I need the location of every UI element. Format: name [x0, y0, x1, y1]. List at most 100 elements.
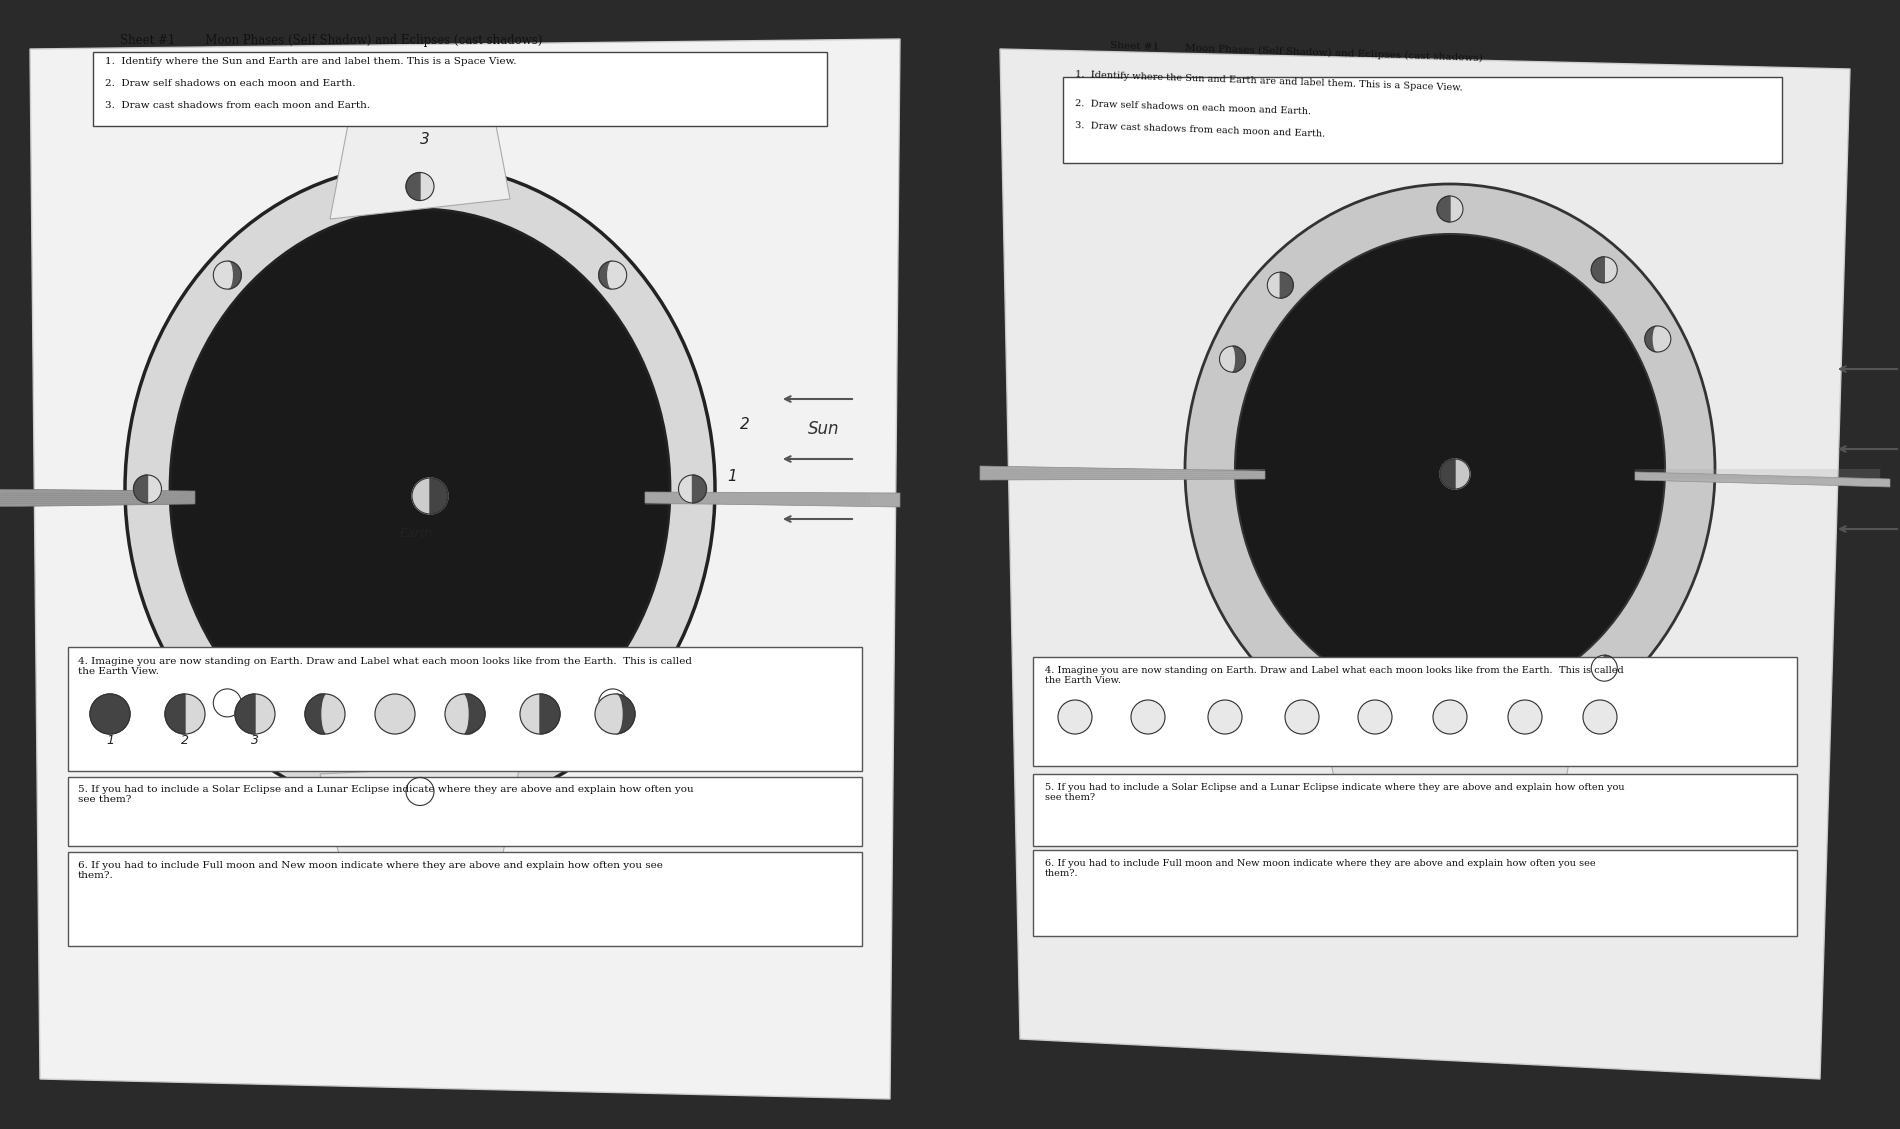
Wedge shape [1440, 460, 1455, 489]
Circle shape [412, 478, 448, 514]
FancyBboxPatch shape [93, 52, 826, 126]
Text: 3: 3 [251, 734, 258, 747]
Ellipse shape [1653, 326, 1662, 352]
Ellipse shape [456, 694, 467, 734]
Wedge shape [612, 689, 627, 717]
Circle shape [213, 261, 241, 289]
FancyBboxPatch shape [1034, 850, 1797, 936]
Circle shape [1267, 272, 1294, 298]
Wedge shape [133, 475, 148, 504]
Wedge shape [429, 478, 448, 514]
Text: Sheet #1        Moon Phases (Self Shadow) and Eclipses (cast shadows): Sheet #1 Moon Phases (Self Shadow) and E… [1110, 41, 1482, 63]
Circle shape [1440, 460, 1471, 489]
Wedge shape [1233, 347, 1246, 373]
Ellipse shape [217, 689, 232, 717]
Ellipse shape [226, 689, 234, 717]
FancyBboxPatch shape [68, 647, 863, 771]
Text: 1.  Identify where the Sun and Earth are and label them. This is a Space View.: 1. Identify where the Sun and Earth are … [104, 56, 517, 65]
Circle shape [521, 694, 560, 734]
Circle shape [1583, 700, 1617, 734]
FancyBboxPatch shape [1034, 657, 1797, 765]
Text: 1: 1 [728, 469, 737, 484]
Text: 5. If you had to include a Solar Eclipse and a Lunar Eclipse indicate where they: 5. If you had to include a Solar Eclipse… [78, 785, 694, 804]
Ellipse shape [606, 689, 616, 717]
Wedge shape [306, 694, 325, 734]
Circle shape [89, 694, 129, 734]
Text: 1.  Identify where the Sun and Earth are and label them. This is a Space View.: 1. Identify where the Sun and Earth are … [1075, 70, 1463, 93]
Polygon shape [980, 466, 1265, 480]
Text: 2: 2 [180, 734, 188, 747]
Circle shape [1284, 700, 1319, 734]
Text: 3.  Draw cast shadows from each moon and Earth.: 3. Draw cast shadows from each moon and … [1075, 121, 1326, 139]
Wedge shape [1281, 272, 1294, 298]
Wedge shape [466, 694, 484, 734]
Circle shape [1592, 256, 1617, 283]
Circle shape [407, 778, 433, 805]
Circle shape [407, 173, 433, 201]
Ellipse shape [458, 694, 481, 734]
Wedge shape [540, 694, 560, 734]
Text: 5. If you had to include a Solar Eclipse and a Lunar Eclipse indicate where they: 5. If you had to include a Solar Eclipse… [1045, 784, 1624, 803]
Circle shape [678, 475, 707, 504]
Wedge shape [420, 778, 433, 805]
Polygon shape [999, 49, 1851, 1079]
Ellipse shape [125, 164, 714, 814]
Text: 4. Imagine you are now standing on Earth. Draw and Label what each moon looks li: 4. Imagine you are now standing on Earth… [78, 657, 692, 676]
Text: 4. Imagine you are now standing on Earth. Draw and Label what each moon looks li: 4. Imagine you are now standing on Earth… [1045, 666, 1624, 685]
Circle shape [133, 475, 162, 504]
Wedge shape [165, 694, 184, 734]
Circle shape [236, 694, 276, 734]
Polygon shape [30, 40, 901, 1099]
Wedge shape [1436, 196, 1450, 222]
Ellipse shape [608, 694, 621, 734]
Text: 3: 3 [420, 132, 429, 147]
Text: 2: 2 [739, 417, 750, 432]
FancyBboxPatch shape [1062, 77, 1782, 163]
Wedge shape [228, 261, 241, 289]
Circle shape [445, 694, 484, 734]
Circle shape [1433, 700, 1467, 734]
Polygon shape [1320, 699, 1581, 814]
Wedge shape [598, 261, 612, 289]
Circle shape [213, 689, 241, 717]
Polygon shape [319, 764, 521, 869]
Wedge shape [213, 689, 228, 717]
Text: Sun: Sun [808, 420, 840, 438]
Ellipse shape [1227, 347, 1235, 373]
Ellipse shape [1235, 234, 1664, 704]
Wedge shape [616, 694, 635, 734]
Circle shape [1358, 700, 1393, 734]
Circle shape [1509, 700, 1543, 734]
Ellipse shape [1227, 347, 1243, 373]
Text: 3.  Draw cast shadows from each moon and Earth.: 3. Draw cast shadows from each moon and … [104, 100, 370, 110]
Ellipse shape [321, 694, 334, 734]
Circle shape [598, 261, 627, 289]
Circle shape [374, 694, 414, 734]
Circle shape [165, 694, 205, 734]
Wedge shape [407, 173, 420, 201]
Wedge shape [1645, 326, 1659, 352]
FancyBboxPatch shape [68, 777, 863, 846]
Wedge shape [1604, 655, 1617, 681]
Polygon shape [644, 492, 901, 507]
Text: Earth: Earth [401, 527, 433, 540]
Text: 6. If you had to include Full moon and New moon indicate where they are above an: 6. If you had to include Full moon and N… [1045, 859, 1596, 878]
Circle shape [1208, 700, 1243, 734]
Ellipse shape [169, 209, 671, 769]
Ellipse shape [608, 261, 618, 289]
Circle shape [1220, 347, 1246, 373]
Text: 6. If you had to include Full moon and New moon indicate where they are above an: 6. If you had to include Full moon and N… [78, 861, 663, 881]
Ellipse shape [222, 261, 232, 289]
FancyBboxPatch shape [68, 852, 863, 946]
Circle shape [89, 694, 129, 734]
Circle shape [1592, 655, 1617, 681]
Wedge shape [1592, 256, 1604, 283]
Ellipse shape [310, 694, 332, 734]
Ellipse shape [608, 689, 623, 717]
Text: Sheet #1        Moon Phases (Self Shadow) and Eclipses (cast shadows): Sheet #1 Moon Phases (Self Shadow) and E… [120, 34, 542, 47]
Circle shape [1645, 326, 1670, 352]
Circle shape [306, 694, 346, 734]
Polygon shape [1636, 472, 1890, 487]
Text: 1: 1 [106, 734, 114, 747]
Polygon shape [0, 489, 196, 507]
